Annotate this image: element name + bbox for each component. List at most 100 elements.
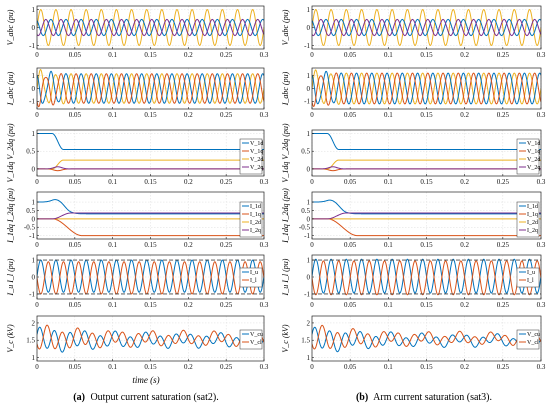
series-group (37, 9, 264, 46)
legend-box (239, 267, 263, 288)
legend-entry: I_1d (250, 204, 261, 210)
x-tick-label: 0 (35, 178, 39, 186)
panel-b3: 0 0.05 0.1 0.15 0.2 0.25 0.3 0 0.5 1 V_1dq V_2dq (… (281, 123, 546, 186)
y-tick-label: -1 (29, 290, 35, 298)
panel-a6: 0 0.05 0.1 0.15 0.2 0.25 0.311.52V_c (kV) V_cuV… (6, 315, 269, 371)
x-tick-label: 0.05 (69, 301, 82, 309)
x-tick-label: 0.1 (384, 241, 393, 249)
y-tick-label: -1 (29, 42, 35, 50)
x-tick-label: 0.25 (497, 363, 510, 371)
y-tick-label: 0 (307, 215, 311, 223)
y-tick-label: 1.5 (301, 337, 310, 345)
series-line-1 (37, 324, 264, 350)
legend-entry: V_1d (527, 141, 540, 147)
legend-box (516, 329, 540, 350)
x-tick-label: 0.1 (384, 301, 393, 309)
x-tick-label: 0 (35, 301, 39, 309)
legend-box (516, 138, 540, 175)
y-tick-label: 1 (307, 72, 311, 80)
series-line-2 (37, 73, 264, 108)
y-tick-label: 2 (32, 319, 36, 327)
y-tick-label: 1.5 (26, 337, 35, 345)
x-tick-label: 0.05 (344, 301, 357, 309)
y-tick-label: 1 (32, 256, 36, 264)
series-line-2 (37, 159, 264, 170)
x-axis-label: time (s) (132, 375, 159, 385)
x-tick-label: 0.15 (144, 301, 157, 309)
legend-entry: I_l (250, 278, 257, 284)
x-tick-label: 0.3 (260, 111, 269, 119)
y-axis-label: I_abc (pu) (281, 71, 290, 106)
x-tick-label: 0.05 (344, 51, 357, 59)
x-tick-label: 0.1 (384, 51, 393, 59)
x-tick-label: 0.2 (184, 178, 193, 186)
series-line-1 (312, 218, 541, 237)
x-tick-label: 0.05 (69, 51, 82, 59)
x-tick-label: 0.3 (260, 363, 269, 371)
panel-b4: 0 0.05 0.1 0.15 0.2 0.25 0.3-1-0.500.51I_1dq I… (281, 188, 546, 249)
y-tick-label: 1 (32, 198, 36, 206)
series-line-0 (312, 9, 541, 46)
y-tick-label: 1 (32, 354, 36, 362)
legend: V_1d V_1q V_2d V_2q (516, 138, 540, 175)
legend-box (239, 201, 263, 238)
series-line-0 (312, 326, 541, 353)
legend-entry: I_2q (250, 228, 261, 234)
y-tick-label: 0 (32, 273, 36, 281)
x-tick-label: 0.25 (497, 51, 510, 59)
x-tick-label: 0 (310, 241, 314, 249)
x-tick-label: 0.2 (184, 241, 193, 249)
caption-a: (a) Output current saturation (sat2). (73, 392, 218, 403)
series-group (37, 199, 264, 237)
series-line-2 (312, 159, 541, 170)
x-tick-label: 0.2 (184, 51, 193, 59)
x-tick-label: 0.25 (220, 301, 233, 309)
legend-entry: I_u (527, 270, 535, 276)
x-tick-label: 0.25 (220, 51, 233, 59)
x-tick-label: 0.3 (537, 301, 546, 309)
series-line-1 (37, 70, 264, 104)
series-group (37, 133, 264, 172)
x-tick-label: 0.2 (460, 111, 469, 119)
x-tick-label: 0.25 (220, 241, 233, 249)
y-tick-label: 0 (32, 215, 36, 223)
x-tick-label: 0.15 (420, 301, 433, 309)
panel-a4: 0 0.05 0.1 0.15 0.2 0.25 0.3-1-0.500.51I_1dq I… (6, 188, 269, 249)
x-tick-label: 0.2 (184, 363, 193, 371)
series-group (37, 68, 264, 108)
x-tick-label: 0.3 (260, 241, 269, 249)
legend: I_1d I_1q I_2d I_2q (239, 201, 263, 238)
caption-a-text: Output current saturation (sat2). (90, 392, 218, 403)
x-tick-label: 0.2 (460, 363, 469, 371)
x-tick-label: 0 (35, 363, 39, 371)
series-line-0 (37, 9, 264, 46)
legend: V_cu V_cl (516, 329, 540, 350)
series-group (312, 258, 541, 296)
x-tick-label: 0.3 (260, 301, 269, 309)
y-tick-label: 1 (307, 256, 311, 264)
x-tick-label: 0.15 (420, 178, 433, 186)
series-line-3 (37, 166, 264, 170)
x-tick-label: 0 (310, 111, 314, 119)
x-tick-label: 0.15 (144, 178, 157, 186)
series-line-1 (37, 218, 264, 237)
x-tick-label: 0.3 (537, 363, 546, 371)
x-tick-label: 0.2 (460, 301, 469, 309)
x-tick-label: 0.25 (497, 111, 510, 119)
x-tick-label: 0.1 (108, 363, 117, 371)
y-tick-label: 1 (32, 130, 36, 138)
legend-entry: I_2q (527, 228, 538, 234)
series-group (312, 324, 541, 353)
legend: V_cu V_cl (239, 329, 263, 350)
series-line-1 (312, 70, 541, 105)
series-group (37, 259, 264, 295)
x-tick-label: 0.2 (184, 111, 193, 119)
x-tick-label: 0.1 (384, 363, 393, 371)
x-tick-label: 0.25 (220, 363, 233, 371)
legend-entry: V_2q (250, 165, 263, 171)
y-axis-label: I_u I_l (pu) (6, 258, 15, 296)
y-tick-label: 0 (32, 85, 36, 93)
